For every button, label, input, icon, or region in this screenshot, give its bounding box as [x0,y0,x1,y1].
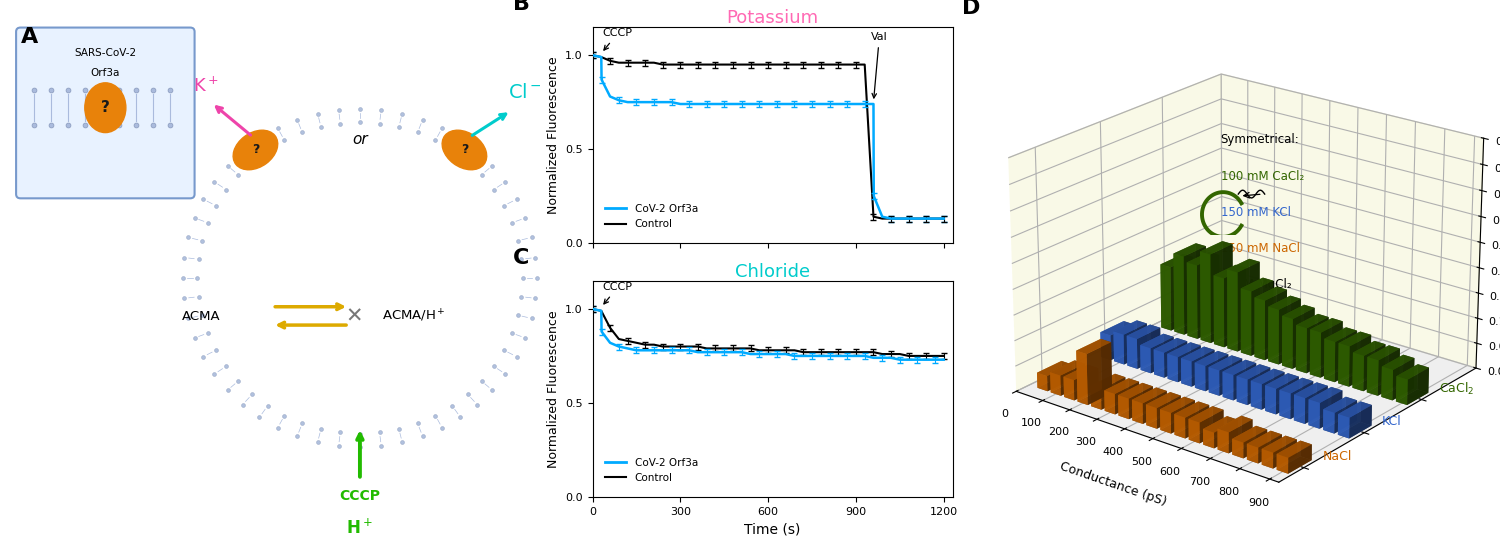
Text: 150 mM NaCl: 150 mM NaCl [1221,242,1299,255]
Text: C: C [513,247,529,267]
Text: 5 mM HEPES: 5 mM HEPES [1221,314,1294,327]
Y-axis label: Normalized Fluorescence: Normalized Fluorescence [546,56,560,214]
Text: B: B [513,0,531,14]
Ellipse shape [232,130,278,170]
Ellipse shape [442,130,486,170]
Text: H$^+$: H$^+$ [346,519,374,538]
Text: ?: ? [252,144,260,157]
Text: Val: Val [871,32,888,98]
FancyBboxPatch shape [16,28,195,198]
Text: ✕: ✕ [345,306,363,326]
Text: D: D [962,0,980,18]
Text: CCCP: CCCP [339,489,381,503]
Text: 1 mM MgCl₂: 1 mM MgCl₂ [1221,278,1292,291]
Text: Cl$^-$: Cl$^-$ [507,83,542,102]
Text: ?: ? [100,100,109,115]
Text: Orf3a: Orf3a [90,68,120,78]
Text: Symmetrical:: Symmetrical: [1221,133,1299,146]
Text: ?: ? [460,144,468,157]
X-axis label: Conductance (pS): Conductance (pS) [1058,460,1167,509]
Title: Potassium: Potassium [726,9,819,27]
Text: ACMA: ACMA [182,309,220,323]
Text: K$^+$: K$^+$ [194,76,219,96]
Text: or: or [352,132,368,147]
Text: A: A [21,26,38,46]
Ellipse shape [86,83,126,133]
Text: 100 mM CaCl₂: 100 mM CaCl₂ [1221,170,1304,183]
Text: CCCP: CCCP [603,29,633,50]
Y-axis label: Normalized Fluorescence: Normalized Fluorescence [546,310,560,468]
Legend: CoV-2 Orf3a, Control: CoV-2 Orf3a, Control [602,454,702,487]
X-axis label: Time (s): Time (s) [744,522,801,536]
Title: Chloride: Chloride [735,262,810,281]
Text: ACMA/H$^+$: ACMA/H$^+$ [382,308,446,325]
Legend: CoV-2 Orf3a, Control: CoV-2 Orf3a, Control [602,200,702,233]
Text: CCCP: CCCP [603,282,633,304]
Text: 150 mM KCl: 150 mM KCl [1221,206,1290,219]
Text: SARS-CoV-2: SARS-CoV-2 [75,48,136,58]
